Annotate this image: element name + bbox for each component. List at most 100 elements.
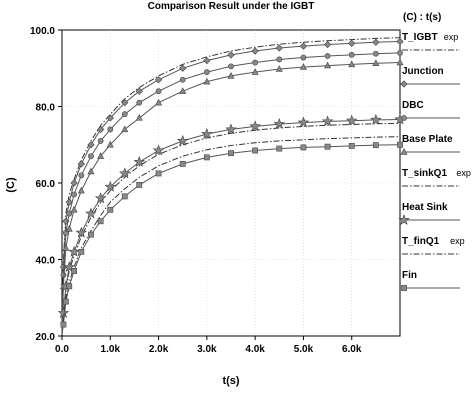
- y-axis-label: (C): [5, 177, 17, 193]
- series-junction-point: [299, 42, 308, 50]
- legend-base-plate-marker: [400, 148, 408, 155]
- y-tick-label: 60.0: [36, 179, 56, 190]
- series-dbc-point: [97, 138, 104, 144]
- series-heat-sink-point: [63, 261, 75, 273]
- series-base-plate-point: [179, 87, 187, 94]
- series-base-plate-point: [203, 77, 211, 85]
- x-tick-label: 0.0: [55, 344, 69, 355]
- legend-junction-label: Junction: [402, 66, 444, 77]
- x-tick-label: 3.0k: [197, 344, 217, 355]
- series-junction-point: [154, 76, 163, 84]
- y-tick-label: 40.0: [36, 256, 56, 267]
- series-fin-point: [397, 141, 403, 148]
- x-tick-label: 2.0k: [149, 344, 169, 355]
- series-fin-point: [155, 170, 162, 177]
- series-fin-point: [71, 268, 77, 274]
- series-junction-point: [77, 160, 85, 168]
- series-fin-point: [348, 142, 355, 149]
- legend-t-sinkq1-label: T_sinkQ1: [402, 168, 447, 179]
- series-dbc-line: [61, 52, 401, 333]
- series-fin-point: [203, 154, 210, 161]
- series-fin-point: [88, 231, 94, 238]
- legend-t-igbt-label: T_IGBT: [402, 32, 438, 43]
- legend-t-finq1-suffix: exp: [450, 236, 465, 246]
- series-base-plate-point: [62, 244, 70, 251]
- series-t-igbt-line: [61, 37, 401, 329]
- legend-t-finq1-label: T_finQ1: [402, 236, 440, 247]
- legend-dbc-marker: [401, 115, 407, 121]
- series-heat-sink-point: [85, 207, 97, 219]
- series-heat-sink-point: [297, 116, 310, 128]
- series-fin-point: [300, 144, 307, 151]
- series-base-plate-point: [324, 61, 332, 69]
- series-dbc-point: [179, 76, 186, 83]
- series-junction-point: [87, 141, 95, 149]
- series-junction-point: [251, 47, 259, 55]
- y-tick-label: 20.0: [36, 332, 56, 343]
- series-heat-sink-point: [152, 144, 165, 156]
- x-tick-label: 6.0k: [342, 344, 362, 355]
- series-heat-sink-point: [75, 226, 88, 238]
- series-base-plate-line: [61, 62, 401, 333]
- series-heat-sink-point: [176, 134, 189, 146]
- series-fin-line: [61, 144, 401, 335]
- legend-dbc-label: DBC: [402, 100, 424, 111]
- series-dbc-point: [252, 59, 259, 66]
- series-fin-point: [66, 283, 73, 290]
- series-heat-sink-point: [273, 118, 286, 129]
- series-base-plate-point: [299, 63, 307, 70]
- series-junction-point: [227, 51, 235, 59]
- series-base-plate-point: [227, 71, 235, 79]
- series-dbc-point: [121, 111, 128, 118]
- series-base-plate-point: [70, 205, 78, 213]
- series-base-plate-point: [87, 167, 95, 175]
- series-base-plate-point: [372, 59, 380, 66]
- series-heat-sink-point: [104, 180, 117, 192]
- x-tick-label: 4.0k: [245, 344, 265, 355]
- series-dbc-point: [348, 51, 355, 58]
- series-heat-sink-point: [68, 245, 80, 257]
- series-junction-point: [179, 64, 187, 72]
- series-junction-line: [61, 41, 401, 333]
- series-dbc-point: [66, 210, 73, 217]
- legend-t-igbt-suffix: exp: [444, 32, 459, 42]
- series-base-plate-point: [275, 65, 283, 72]
- series-heat-sink-point: [201, 127, 213, 139]
- series-fin-point: [179, 160, 186, 167]
- series-dbc-point: [155, 88, 162, 95]
- series-dbc-point: [136, 99, 143, 106]
- series-junction-point: [135, 87, 143, 95]
- series-dbc-point: [107, 126, 114, 133]
- series-fin-point: [97, 218, 104, 225]
- chart-title: Comparison Result under the IGBT: [148, 1, 315, 12]
- series-dbc-point: [88, 153, 94, 160]
- series-t-finq1-line: [61, 136, 401, 335]
- series-fin-point: [372, 142, 379, 149]
- series-base-plate-point: [396, 58, 404, 66]
- series-junction-point: [121, 99, 129, 107]
- series-base-plate-point: [251, 68, 259, 75]
- series-dbc-point: [60, 271, 67, 278]
- series-base-plate-point: [77, 186, 85, 194]
- series-base-plate-point: [121, 125, 129, 133]
- series-heat-sink-point: [249, 120, 261, 132]
- legend-junction-marker: [400, 80, 408, 88]
- series-junction-point: [372, 38, 380, 46]
- series-base-plate-point: [97, 152, 105, 159]
- series-fin-point: [62, 298, 69, 305]
- series-junction-point: [106, 114, 114, 122]
- series-base-plate-point: [65, 224, 73, 232]
- series-base-plate-point: [348, 60, 356, 68]
- series-fin-point: [121, 193, 128, 200]
- series-heat-sink-point: [370, 113, 382, 125]
- series-fin-point: [324, 143, 331, 150]
- x-axis-label: t(s): [222, 375, 239, 387]
- legend-base-plate-label: Base Plate: [402, 134, 453, 145]
- series-fin-point: [276, 145, 283, 152]
- series-dbc-point: [276, 56, 283, 63]
- series-fin-point: [228, 150, 234, 157]
- series-heat-sink-point: [321, 115, 334, 127]
- series-junction-point: [396, 37, 404, 46]
